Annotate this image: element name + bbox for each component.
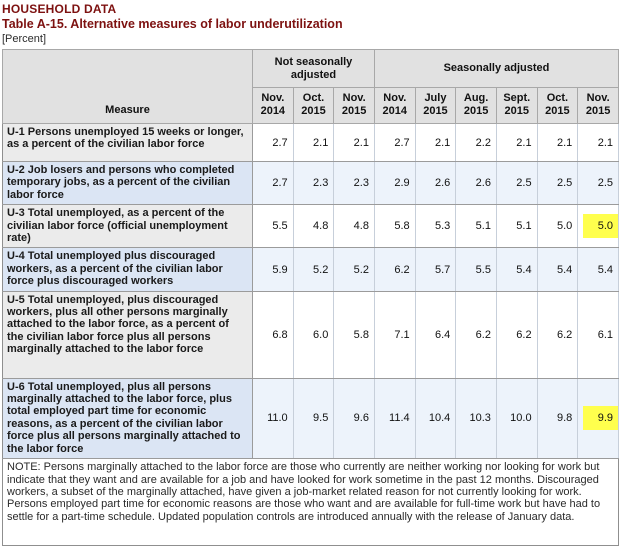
measure-cell: U-2 Job losers and persons who completed… — [2, 160, 253, 206]
value-cell: 2.3 — [333, 160, 375, 206]
value-cell: 2.7 — [252, 160, 294, 206]
value-cell: 5.0 — [536, 204, 579, 249]
value-cell: 9.8 — [536, 377, 579, 460]
table-footer: NOTE: Persons marginally attached to the… — [2, 458, 619, 546]
table-row-u1: U-1 Persons unemployed 15 weeks or longe… — [2, 123, 619, 162]
value-cell: 2.9 — [373, 160, 416, 206]
value-cell: 10.3 — [455, 377, 497, 460]
table-row-u6: U-6 Total unemployed, plus all persons m… — [2, 377, 619, 460]
value-cell: 5.9 — [252, 247, 294, 292]
value-cell: 9.9 — [577, 377, 619, 460]
value-cell: 6.0 — [292, 290, 335, 379]
table-row-u3: U-3 Total unemployed, as a percent of th… — [2, 204, 619, 249]
column-header: Aug. 2015 — [455, 87, 497, 124]
value-cell: 6.2 — [455, 290, 497, 379]
value-cell: 2.3 — [292, 160, 335, 206]
value-cell: 11.0 — [252, 377, 294, 460]
measure-cell: U-6 Total unemployed, plus all persons m… — [2, 377, 253, 460]
value-cell: 6.1 — [577, 290, 619, 379]
value-cell: 5.1 — [455, 204, 497, 249]
value-cell: 6.2 — [373, 247, 416, 292]
value-cell: 2.1 — [414, 123, 457, 162]
group-header-row: Measure Not seasonally adjusted Seasonal… — [2, 49, 620, 124]
measure-cell: U-5 Total unemployed, plus discouraged w… — [2, 290, 253, 379]
table-row-u2: U-2 Job losers and persons who completed… — [2, 160, 619, 206]
column-header: Nov. 2014 — [373, 87, 416, 124]
value-cell: 4.8 — [292, 204, 335, 249]
value-cell: 5.2 — [333, 247, 375, 292]
value-cell: 6.4 — [414, 290, 457, 379]
value-cell: 5.4 — [536, 247, 579, 292]
value-cell: 9.5 — [292, 377, 335, 460]
note-row: NOTE: Persons marginally attached to the… — [2, 458, 619, 546]
value-cell: 10.4 — [414, 377, 457, 460]
value-cell: 2.6 — [455, 160, 497, 206]
column-header: Sept. 2015 — [495, 87, 538, 124]
value-cell: 2.5 — [536, 160, 579, 206]
group-header-nsa: Not seasonally adjusted — [252, 49, 375, 88]
unit-note: [Percent] — [2, 33, 47, 45]
group-header-sa: Seasonally adjusted — [373, 49, 620, 88]
value-cell: 5.3 — [414, 204, 457, 249]
value-cell: 5.4 — [495, 247, 538, 292]
value-cell: 5.1 — [495, 204, 538, 249]
value-cell: 9.6 — [333, 377, 375, 460]
column-header: Nov. 2014 — [252, 87, 294, 124]
column-header: Nov. 2015 — [577, 87, 619, 124]
value-cell: 6.2 — [536, 290, 579, 379]
value-cell: 4.8 — [333, 204, 375, 249]
highlighted-value: 9.9 — [583, 406, 618, 431]
value-cell: 2.1 — [333, 123, 375, 162]
page-kicker: HOUSEHOLD DATA — [2, 2, 117, 16]
column-header: Nov. 2015 — [333, 87, 375, 124]
page-title: Table A-15. Alternative measures of labo… — [2, 17, 343, 31]
measure-cell: U-4 Total unemployed plus discouraged wo… — [2, 247, 253, 292]
table-body: U-1 Persons unemployed 15 weeks or longe… — [2, 123, 619, 460]
value-cell: 2.5 — [577, 160, 619, 206]
value-cell: 10.0 — [495, 377, 538, 460]
value-cell: 5.5 — [252, 204, 294, 249]
value-cell: 2.7 — [373, 123, 416, 162]
value-cell: 2.7 — [252, 123, 294, 162]
value-cell: 2.2 — [455, 123, 497, 162]
table-row-u4: U-4 Total unemployed plus discouraged wo… — [2, 247, 619, 292]
value-cell: 7.1 — [373, 290, 416, 379]
value-cell: 2.1 — [536, 123, 579, 162]
value-cell: 5.8 — [333, 290, 375, 379]
measure-cell: U-1 Persons unemployed 15 weeks or longe… — [2, 123, 253, 162]
value-cell: 5.7 — [414, 247, 457, 292]
value-cell: 2.5 — [495, 160, 538, 206]
value-cell: 11.4 — [373, 377, 416, 460]
table-note: NOTE: Persons marginally attached to the… — [2, 458, 619, 546]
measure-column-header: Measure — [2, 49, 253, 124]
value-cell: 5.5 — [455, 247, 497, 292]
value-cell: 2.1 — [495, 123, 538, 162]
table-row-u5: U-5 Total unemployed, plus discouraged w… — [2, 290, 619, 379]
value-cell: 2.1 — [577, 123, 619, 162]
value-cell: 5.2 — [292, 247, 335, 292]
value-cell: 5.0 — [577, 204, 619, 249]
month-header-row: Nov. 2014 Oct. 2015 Nov. 2015 Nov. 2014 … — [3, 87, 619, 124]
table-header: Measure Not seasonally adjusted Seasonal… — [2, 49, 620, 124]
highlighted-value: 5.0 — [583, 214, 618, 239]
value-cell: 5.4 — [577, 247, 619, 292]
column-header: Oct. 2015 — [292, 87, 335, 124]
measure-cell: U-3 Total unemployed, as a percent of th… — [2, 204, 253, 249]
value-cell: 6.2 — [495, 290, 538, 379]
value-cell: 2.1 — [292, 123, 335, 162]
labor-underutilization-table: Measure Not seasonally adjusted Seasonal… — [2, 49, 620, 546]
value-cell: 5.8 — [373, 204, 416, 249]
column-header: Oct. 2015 — [536, 87, 579, 124]
value-cell: 2.6 — [414, 160, 457, 206]
column-header: July 2015 — [414, 87, 457, 124]
value-cell: 6.8 — [252, 290, 294, 379]
